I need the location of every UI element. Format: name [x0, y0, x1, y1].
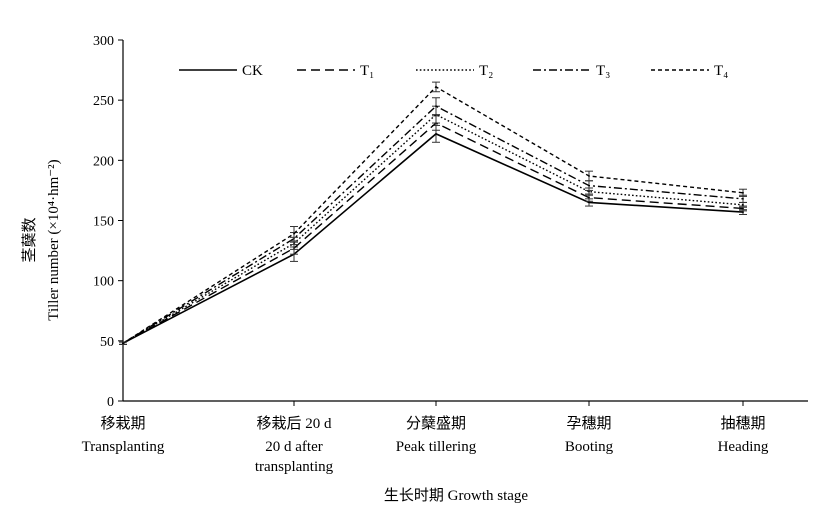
x-tick-label-en: Transplanting — [82, 439, 165, 455]
data-point — [588, 196, 590, 199]
series-t4 — [119, 81, 747, 345]
x-tick-label-en: transplanting — [255, 459, 334, 475]
data-point — [435, 105, 437, 108]
data-point — [588, 184, 590, 187]
legend-label: T₁ — [360, 63, 374, 79]
data-point — [435, 86, 437, 88]
y-tick-label: 0 — [107, 395, 114, 410]
y-tick-label: 150 — [93, 215, 114, 230]
legend-label: T₂ — [479, 63, 493, 79]
series-line — [122, 105, 744, 344]
y-axis-title-en: Tiller number (×10⁴·hm⁻²) — [46, 159, 62, 320]
data-point — [435, 132, 437, 135]
data-point — [588, 190, 590, 193]
x-axis-ticks: 移栽期 Transplanting 移栽后 20 d 20 d after transp… — [82, 401, 769, 475]
y-tick-label: 300 — [93, 34, 114, 49]
data-point — [293, 232, 295, 235]
series-line — [122, 132, 744, 344]
legend-label: CK — [242, 63, 263, 79]
series-ck — [119, 124, 747, 345]
x-tick-label-en: Peak tillering — [396, 439, 477, 455]
x-tick-label-en: Heading — [718, 439, 769, 455]
y-axis-ticks: 0 50 100 150 200 250 300 — [93, 34, 123, 410]
x-tick-label-zh: 移栽后 20 d — [256, 415, 332, 432]
data-point — [742, 203, 744, 206]
x-tick-label-zh: 抽穗期 — [720, 415, 765, 432]
y-tick-label: 100 — [93, 275, 114, 290]
legend-item-t2: T₂ — [416, 63, 493, 79]
axes — [122, 40, 808, 402]
legend-item-t4: T₄ — [651, 63, 728, 79]
x-tick-label-en: Booting — [565, 439, 614, 455]
x-tick-label-en: 20 d after — [265, 439, 322, 455]
data-point — [742, 191, 744, 194]
series-t1 — [119, 115, 747, 345]
legend-label: T₃ — [596, 63, 610, 79]
series-group — [119, 81, 747, 345]
legend-label: T₄ — [714, 63, 728, 79]
y-tick-label: 200 — [93, 154, 114, 169]
y-axis-title-zh: 茎蘖数 — [21, 217, 38, 262]
y-tick-label: 50 — [100, 335, 114, 350]
legend: CK T₁ T₂ T₃ T₄ — [179, 63, 728, 79]
series-line — [122, 113, 744, 344]
x-tick-label-zh: 分蘖盛期 — [406, 415, 466, 432]
y-tick-label: 250 — [93, 94, 114, 109]
legend-item-t3: T₃ — [533, 63, 610, 79]
data-point — [742, 197, 744, 200]
series-t3 — [119, 97, 747, 345]
data-point — [742, 211, 744, 213]
legend-item-t1: T₁ — [297, 63, 374, 79]
x-tick-label-zh: 移栽期 — [100, 415, 145, 432]
data-point — [588, 175, 590, 177]
data-point — [122, 342, 124, 345]
series-line — [122, 122, 744, 344]
x-tick-label-zh: 孕穗期 — [566, 415, 611, 432]
x-axis-title: 生长时期 Growth stage — [384, 487, 528, 504]
data-point — [742, 207, 744, 210]
data-point — [588, 201, 590, 204]
legend-item-ck: CK — [179, 63, 263, 79]
